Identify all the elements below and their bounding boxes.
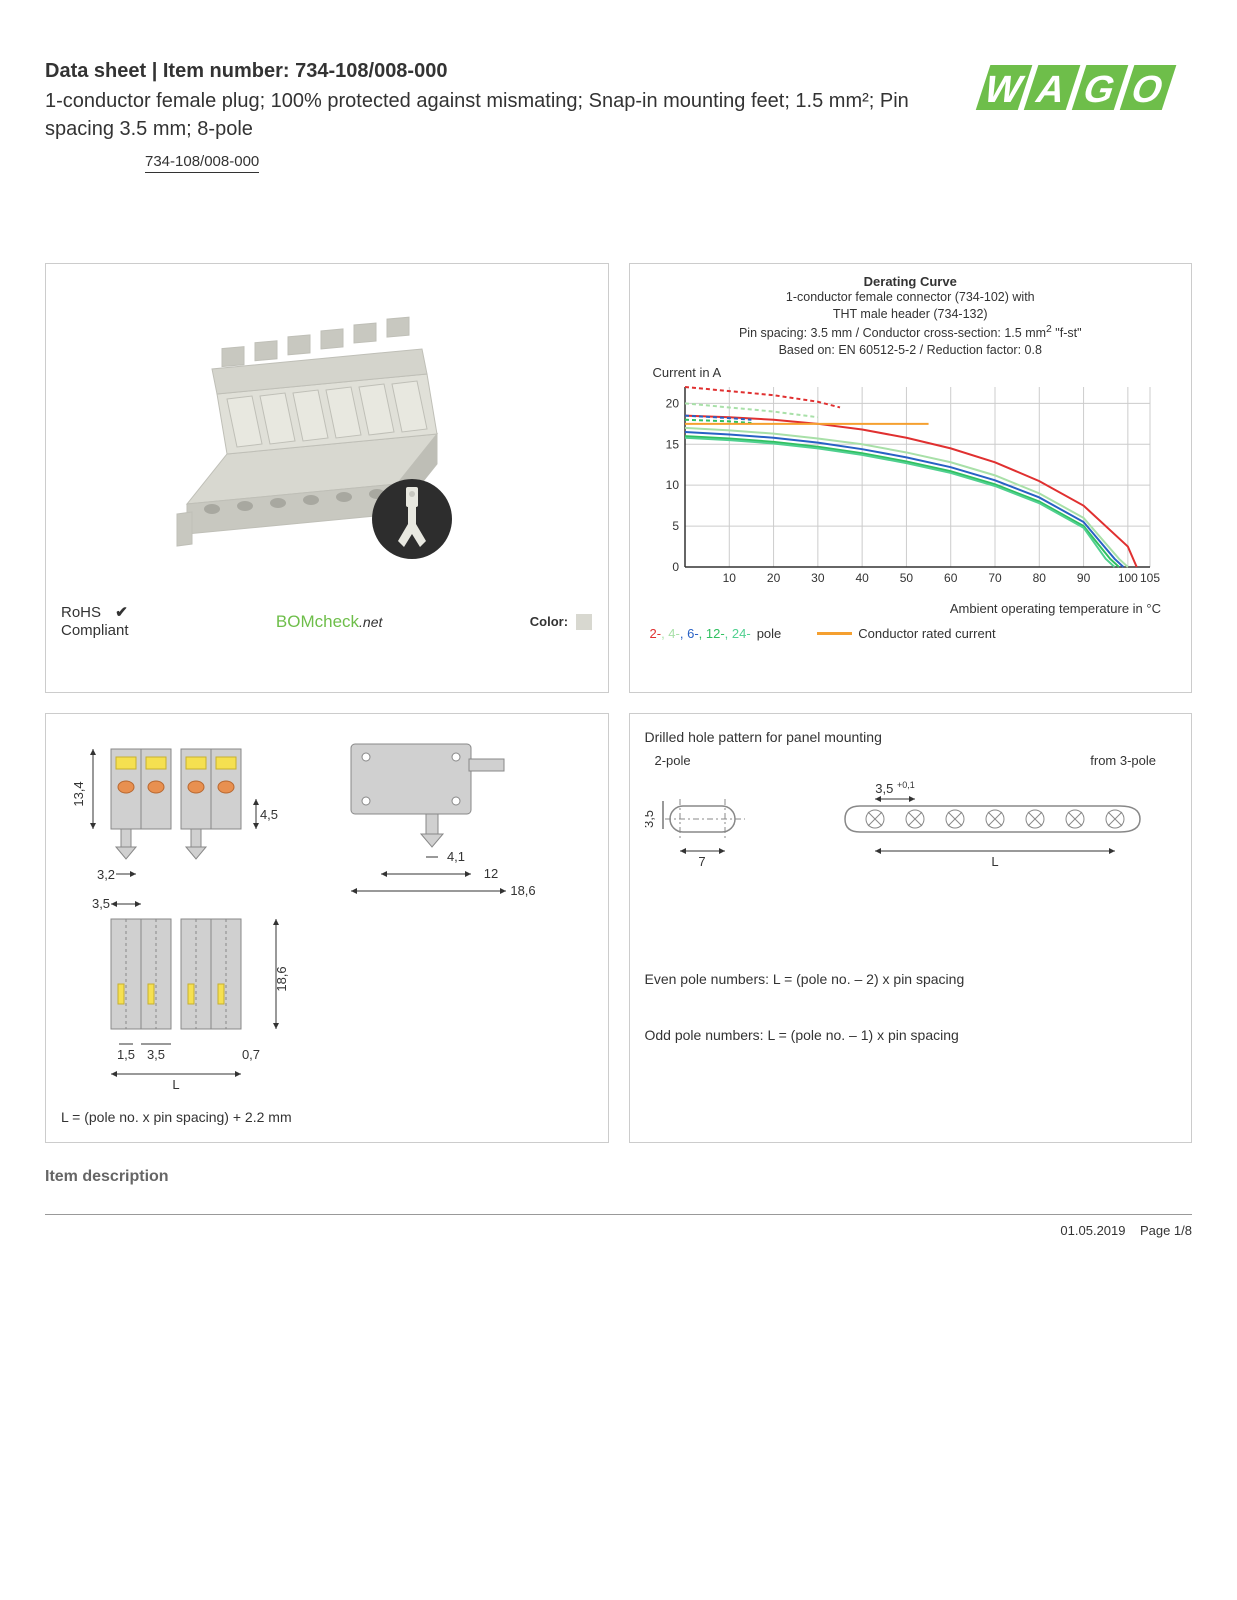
legend-poles: 2-, 4-, 6-, 12-, 24- xyxy=(650,626,751,641)
bomcheck-net: .net xyxy=(359,614,382,630)
title-prefix: Data sheet | Item number: xyxy=(45,60,295,82)
svg-text:60: 60 xyxy=(944,571,958,585)
drill-title: Drilled hole pattern for panel mounting xyxy=(645,729,1177,745)
color-label: Color: xyxy=(530,614,568,629)
chart-sub4: Based on: EN 60512-5-2 / Reduction facto… xyxy=(645,342,1177,359)
svg-text:1,5: 1,5 xyxy=(117,1047,135,1062)
page-title: Data sheet | Item number: 734-108/008-00… xyxy=(45,60,942,83)
color-swatch xyxy=(576,614,592,630)
chart-sub1: 1-conductor female connector (734-102) w… xyxy=(645,289,1177,306)
svg-text:100: 100 xyxy=(1117,571,1137,585)
svg-text:W: W xyxy=(979,69,1029,111)
length-formula: L = (pole no. x pin spacing) + 2.2 mm xyxy=(61,1109,593,1125)
panel-dimensions: 13,4 4,5 3,2 xyxy=(45,713,609,1143)
compliant-label: Compliant xyxy=(61,622,129,639)
chart-legend: 2-, 4-, 6-, 12-, 24- pole Conductor rate… xyxy=(645,626,1177,641)
svg-text:13,4: 13,4 xyxy=(71,781,86,806)
dimensions-svg: 13,4 4,5 3,2 xyxy=(61,729,581,1089)
compliance-row: RoHS ✔ Compliant BOMcheck.net Color: xyxy=(56,594,598,640)
svg-text:20: 20 xyxy=(766,571,780,585)
footer-page: Page 1/8 xyxy=(1140,1223,1192,1238)
legend-rated-line xyxy=(817,632,852,635)
drill-left-label: 2-pole xyxy=(655,753,691,768)
svg-text:7: 7 xyxy=(698,854,705,869)
svg-text:4,1: 4,1 xyxy=(447,849,465,864)
panel-chart: Derating Curve 1-conductor female connec… xyxy=(629,263,1193,693)
drill-svg: 3,5 7 3,5 +0,1 xyxy=(645,776,1165,896)
panel-drill: Drilled hole pattern for panel mounting … xyxy=(629,713,1193,1143)
svg-text:L: L xyxy=(172,1077,179,1089)
svg-text:18,6: 18,6 xyxy=(510,883,535,898)
header: Data sheet | Item number: 734-108/008-00… xyxy=(45,60,1192,173)
footer-date: 01.05.2019 xyxy=(1060,1223,1125,1238)
panel-product: RoHS ✔ Compliant BOMcheck.net Color: xyxy=(45,263,609,693)
svg-text:3,2: 3,2 xyxy=(97,867,115,882)
svg-text:15: 15 xyxy=(665,437,679,451)
panels-grid: RoHS ✔ Compliant BOMcheck.net Color: Der… xyxy=(45,263,1192,1143)
svg-text:10: 10 xyxy=(665,478,679,492)
section-heading: Item description xyxy=(45,1168,1192,1186)
color-indicator: Color: xyxy=(530,613,593,631)
chart-ylabel: Current in A xyxy=(653,365,1177,380)
odd-formula: Odd pole numbers: L = (pole no. – 1) x p… xyxy=(645,1027,1177,1043)
page-footer: 01.05.2019 Page 1/8 xyxy=(45,1223,1192,1238)
svg-text:0,7: 0,7 xyxy=(242,1047,260,1062)
bomcheck-logo: BOMcheck.net xyxy=(276,612,383,632)
drill-right-label: from 3-pole xyxy=(1090,753,1156,768)
svg-text:20: 20 xyxy=(665,396,679,410)
header-text: Data sheet | Item number: 734-108/008-00… xyxy=(45,60,942,173)
svg-text:4,5: 4,5 xyxy=(260,807,278,822)
title-item-number: 734-108/008-000 xyxy=(295,60,447,82)
svg-text:30: 30 xyxy=(811,571,825,585)
svg-text:80: 80 xyxy=(1032,571,1046,585)
rohs-compliant: RoHS ✔ Compliant xyxy=(61,604,129,640)
product-image xyxy=(56,274,598,594)
chart-sub3: Pin spacing: 3.5 mm / Conductor cross-se… xyxy=(645,323,1177,342)
svg-text:0: 0 xyxy=(672,560,679,574)
bomcheck-text: BOMcheck xyxy=(276,612,359,631)
svg-text:50: 50 xyxy=(899,571,913,585)
page-subtitle: 1-conductor female plug; 100% protected … xyxy=(45,87,942,143)
chart-sub2: THT male header (734-132) xyxy=(645,306,1177,323)
check-icon: ✔ xyxy=(115,604,128,621)
chart-title: Derating Curve xyxy=(645,274,1177,289)
svg-text:90: 90 xyxy=(1076,571,1090,585)
even-formula: Even pole numbers: L = (pole no. – 2) x … xyxy=(645,971,1177,987)
svg-text:70: 70 xyxy=(988,571,1002,585)
legend-rated-label: Conductor rated current xyxy=(858,626,995,641)
wago-logo: W A G O xyxy=(962,60,1192,120)
chart-xlabel: Ambient operating temperature in °C xyxy=(645,601,1162,616)
svg-text:18,6: 18,6 xyxy=(274,966,289,991)
svg-text:12: 12 xyxy=(484,866,498,881)
svg-text:L: L xyxy=(991,854,998,869)
svg-text:5: 5 xyxy=(672,519,679,533)
svg-text:40: 40 xyxy=(855,571,869,585)
svg-text:10: 10 xyxy=(722,571,736,585)
rohs-label: RoHS xyxy=(61,604,101,621)
legend-pole-suffix: pole xyxy=(757,626,782,641)
svg-text:3,5: 3,5 xyxy=(645,810,656,828)
svg-text:3,5: 3,5 xyxy=(92,896,110,911)
svg-text:105: 105 xyxy=(1139,571,1159,585)
svg-text:3,5: 3,5 xyxy=(147,1047,165,1062)
derating-chart-svg: 0 5 10 15 20 10 20 30 40 50 60 70 80 90 100105 xyxy=(645,382,1165,592)
item-number-link[interactable]: 734-108/008-000 xyxy=(145,153,259,173)
svg-text:3,5 +0,1: 3,5 +0,1 xyxy=(875,780,914,796)
footer-divider xyxy=(45,1214,1192,1215)
